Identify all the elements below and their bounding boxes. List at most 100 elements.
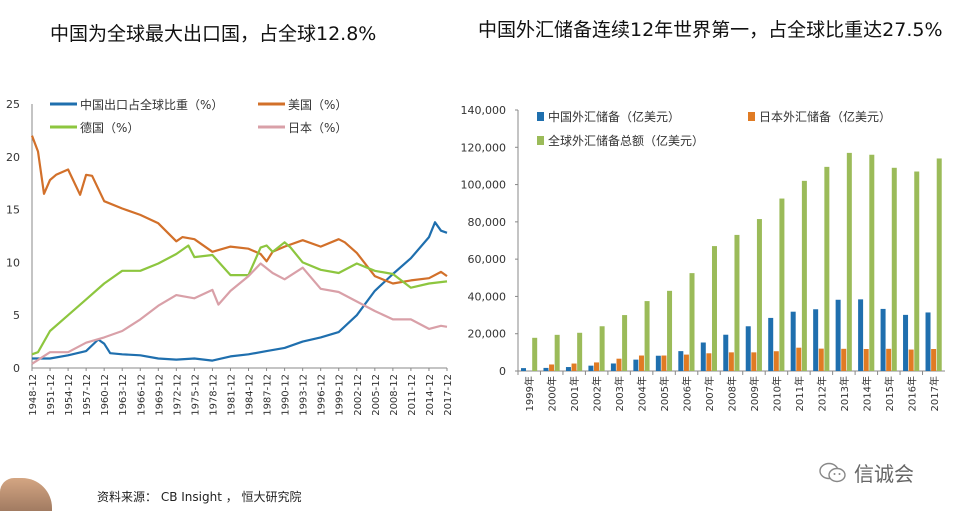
bar-global [756,219,762,371]
left-x-tick-label: 1984-12 [245,374,256,416]
right-y-tick-label: 120,000 [461,141,507,154]
left-x-tick-label: 1972-12 [172,374,183,416]
bar-global [824,166,830,371]
bar-china [880,308,886,371]
right-x-tick-label: 2003年 [613,376,626,411]
bar-global [532,337,538,371]
legend-swatch-1 [748,112,755,121]
bar-japan [818,348,824,371]
right-y-tick-label: 80,000 [468,216,507,229]
right-y-tick-label: 20,000 [468,328,507,341]
bar-japan [751,352,757,371]
bar-japan [908,349,914,371]
right-x-tick-label: 2017年 [928,376,941,411]
line-series-1 [30,135,448,285]
bar-china [745,326,751,371]
bar-global [667,290,673,371]
bar-japan [931,349,937,371]
bar-china [700,342,706,371]
bar-china [565,367,571,371]
bar-japan [706,353,712,371]
right-x-tick-label: 2014年 [860,376,873,411]
legend-label: 中国外汇储备（亿美元） [548,109,680,124]
bar-china [835,299,841,371]
legend-swatch-2 [537,136,544,145]
bar-global [622,315,628,371]
bar-japan [886,348,892,371]
bar-japan [728,352,734,371]
right-x-tick-label: 2011年 [793,376,806,411]
legend-swatch-0 [537,112,544,121]
legend-label: 美国（%） [288,98,347,112]
right-x-tick-label: 2007年 [703,376,716,411]
right-y-tick-label: 0 [499,365,506,378]
right-y-tick-label: 100,000 [461,179,507,192]
legend-label: 日本外汇储备（亿美元） [759,109,891,124]
left-x-tick-label: 1996-12 [317,374,328,416]
bar-japan [863,349,869,371]
left-x-tick-label: 1957-12 [82,374,93,416]
right-x-tick-label: 2010年 [770,376,783,411]
bar-china [925,312,931,371]
line-series-3 [31,262,448,365]
left-x-tick-label: 1966-12 [136,374,147,416]
left-x-tick-label: 1978-12 [208,374,219,416]
legend-label: 中国出口占全球比重（%） [80,97,223,112]
legend-label: 德国（%） [80,120,139,135]
right-x-tick-label: 2013年 [838,376,851,411]
bar-global [689,273,695,371]
left-x-tick-label: 1981-12 [226,374,237,416]
right-x-tick-label: 2015年 [883,376,896,411]
bar-japan [796,347,802,371]
bar-china [610,363,616,371]
legend-label: 日本（%） [288,121,347,135]
right-x-tick-label: 2004年 [636,376,649,411]
right-x-tick-label: 2002年 [591,376,604,411]
bar-global [846,152,852,371]
right-x-tick-label: 2006年 [681,376,694,411]
left-x-tick-label: 1987-12 [263,374,274,416]
bar-global [711,246,717,371]
bar-china [678,351,684,371]
right-x-tick-label: 2016年 [905,376,918,411]
left-x-tick-label: 1954-12 [64,374,75,416]
bar-japan [638,355,644,371]
wechat-icon [819,462,846,482]
left-y-tick-label: 20 [6,151,20,164]
left-x-tick-label: 1993-12 [299,374,310,416]
left-y-tick-label: 10 [6,256,20,269]
bar-global [779,198,785,371]
bar-china [655,355,661,371]
right-x-tick-label: 1999年 [523,376,536,411]
bar-global [734,234,740,371]
right-y-tick-label: 140,000 [461,104,507,117]
left-y-tick-label: 0 [13,362,20,375]
left-x-tick-label: 2002-12 [353,374,364,416]
right-x-tick-label: 2009年 [748,376,761,411]
left-x-tick-label: 1969-12 [154,374,165,416]
bar-japan [549,364,555,371]
left-x-tick-label: 2011-12 [407,374,418,416]
right-x-tick-label: 2012年 [815,376,828,411]
bar-global [644,301,650,371]
line-series-0 [32,221,448,362]
right-y-tick-label: 40,000 [468,290,507,303]
right-x-tick-label: 2001年 [568,376,581,411]
bar-china [588,365,594,371]
left-y-tick-label: 25 [6,98,20,111]
bar-japan [661,355,667,371]
right-x-tick-label: 2000年 [546,376,559,411]
bar-china [633,359,639,371]
bar-japan [594,362,600,371]
right-x-tick-label: 2008年 [726,376,739,411]
bar-japan [616,358,622,371]
bar-china [813,309,819,371]
bar-china [521,368,526,371]
right-chart-title: 中国外汇储备连续12年世界第一，占全球比重达27.5% [478,19,943,41]
bar-global [577,332,583,371]
left-x-tick-label: 2017-12 [443,374,454,416]
left-x-tick-label: 1990-12 [281,374,292,416]
bar-japan [773,351,779,371]
left-chart-title: 中国为全球最大出口国，占全球12.8% [50,23,377,45]
